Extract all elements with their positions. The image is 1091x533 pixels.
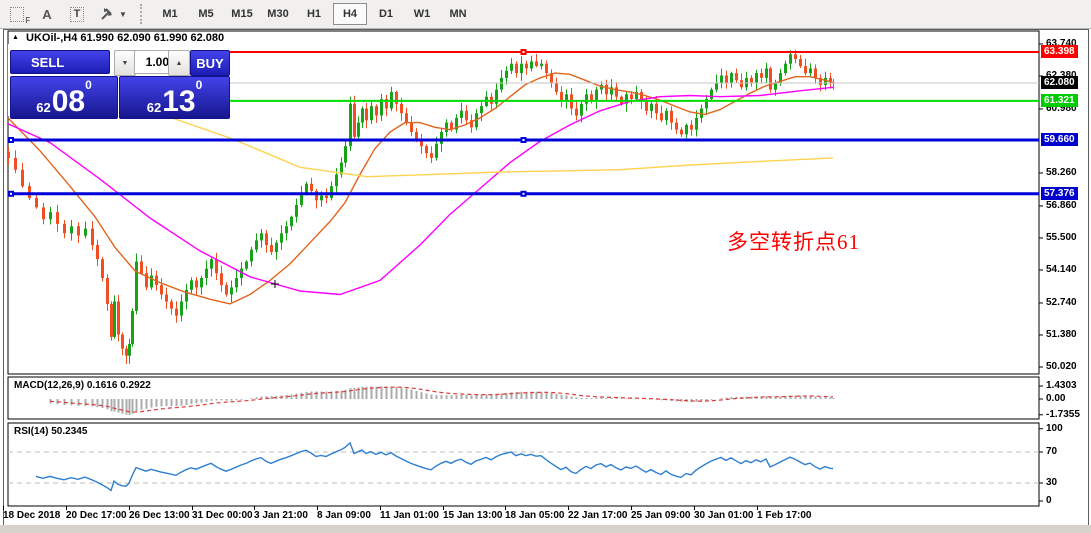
collapse-triangle-icon[interactable]: ▲ [12, 34, 19, 41]
timeframe-h1-button[interactable]: H1 [306, 8, 322, 20]
text-tool-icon[interactable]: A [42, 6, 52, 22]
macd-label: MACD(12,26,9) 0.1616 0.2922 [14, 380, 151, 391]
price-badge-59.660: 59.660 [1041, 133, 1078, 147]
buy-button[interactable]: BUY [190, 50, 230, 76]
price-tick-label: 54.140 [1046, 263, 1077, 275]
price-badge-57.376: 57.376 [1041, 186, 1078, 200]
price-tick-label: 58.260 [1046, 166, 1077, 178]
time-axis-label: 3 Jan 21:00 [254, 510, 308, 521]
chart-title: ▲ UKOil-,H4 61.990 62.090 61.990 62.080 [12, 32, 224, 44]
ma-fast-orange [7, 72, 834, 305]
time-axis-label: 1 Feb 17:00 [757, 510, 812, 521]
crosshair-marker [271, 280, 279, 288]
rsi-axis-label: 0 [1046, 495, 1052, 506]
symbol-ohlc-text: UKOil-,H4 61.990 62.090 61.990 62.080 [26, 32, 225, 44]
frame-label-icon[interactable]: F [4, 3, 30, 25]
price-tick-label: 56.860 [1046, 199, 1077, 211]
text-label-tool-icon[interactable]: T [64, 3, 90, 25]
price-badge-63.398: 63.398 [1041, 45, 1078, 58]
macd-histogram [49, 386, 835, 415]
timeframe-mn-button[interactable]: MN [449, 8, 467, 20]
rsi-line [35, 441, 834, 492]
time-axis-label: 20 Dec 17:00 [66, 510, 127, 521]
price-tick-label: 63.740 [1046, 37, 1077, 49]
volume-input[interactable]: 1.00 [134, 50, 173, 74]
chevron-down-icon: ▼ [119, 9, 127, 19]
macd-axis-label: 1.4303 [1046, 380, 1077, 391]
timeframe-m30-button[interactable]: M30 [267, 8, 289, 20]
macd-axis-label: -1.7355 [1046, 408, 1080, 420]
price-tick-label: 55.500 [1046, 231, 1077, 243]
macd-axis-label: 0.00 [1046, 393, 1066, 404]
time-axis-label: 15 Jan 13:00 [443, 510, 503, 521]
arrows-glyph [101, 8, 113, 20]
time-axis-label: 22 Jan 17:00 [568, 510, 628, 521]
ma-mid-magenta [7, 86, 834, 296]
volume-increase-button[interactable]: ▲ [168, 50, 190, 76]
timeframe-w1-button[interactable]: W1 [413, 8, 431, 20]
price-tick-label: 52.740 [1046, 296, 1077, 308]
buy-price-display[interactable]: 62 13 0 [119, 76, 230, 119]
time-axis-label: 18 Dec 2018 [3, 510, 61, 521]
pane-border [7, 376, 1040, 420]
pane-border [7, 30, 1040, 375]
time-axis-label: 11 Jan 01:00 [380, 510, 439, 521]
pane-border [7, 422, 1040, 507]
price-badge-62.080: 62.080 [1041, 76, 1078, 90]
window-bottom-strip [0, 525, 1091, 533]
rsi-axis-label: 70 [1046, 446, 1058, 457]
rsi-axis-label: 30 [1046, 477, 1058, 488]
volume-decrease-button[interactable]: ▼ [114, 50, 136, 76]
timeframe-m15-button[interactable]: M15 [231, 8, 253, 20]
rsi-label: RSI(14) 50.2345 [14, 426, 88, 437]
time-axis-label: 30 Jan 01:00 [694, 510, 754, 521]
toolbar: F A T ▼ M1 M5 M15 M30 H1 H4 D1 W1 MN [0, 0, 1091, 29]
time-axis-label: 8 Jan 09:00 [317, 510, 371, 521]
one-click-trade-panel: SELL ▼ 1.00 ▲ BUY 62 08 0 62 13 0 [8, 44, 230, 119]
timeframe-d1-button[interactable]: D1 [378, 8, 394, 20]
price-tick-label: 62.380 [1046, 70, 1077, 81]
time-axis-label: 25 Jan 09:00 [631, 510, 691, 521]
timeframe-m1-button[interactable]: M1 [162, 8, 178, 20]
price-badge-61.321: 61.321 [1041, 93, 1078, 107]
toolbar-separator [140, 4, 148, 24]
price-tick-label: 60.980 [1046, 102, 1077, 114]
time-axis-label: 26 Dec 13:00 [129, 510, 190, 521]
price-tick-label: 50.020 [1046, 361, 1077, 372]
sell-button[interactable]: SELL [10, 50, 110, 74]
price-tick-label: 51.380 [1046, 328, 1077, 340]
sell-price-display[interactable]: 62 08 0 [10, 76, 118, 119]
time-axis-label: 31 Dec 00:00 [192, 510, 253, 521]
timeframe-buttons: M1 M5 M15 M30 H1 H4 D1 W1 MN [152, 3, 476, 25]
macd-signal-line [49, 386, 834, 413]
rsi-axis-label: 100 [1046, 422, 1063, 434]
chart-annotation-text: 多空转折点61 [727, 230, 860, 254]
time-axis-label: 18 Jan 05:00 [505, 510, 565, 521]
timeframe-h4-button[interactable]: H4 [333, 3, 367, 25]
timeframe-m5-button[interactable]: M5 [198, 8, 214, 20]
arrows-tool-icon[interactable]: ▼ [94, 3, 132, 25]
